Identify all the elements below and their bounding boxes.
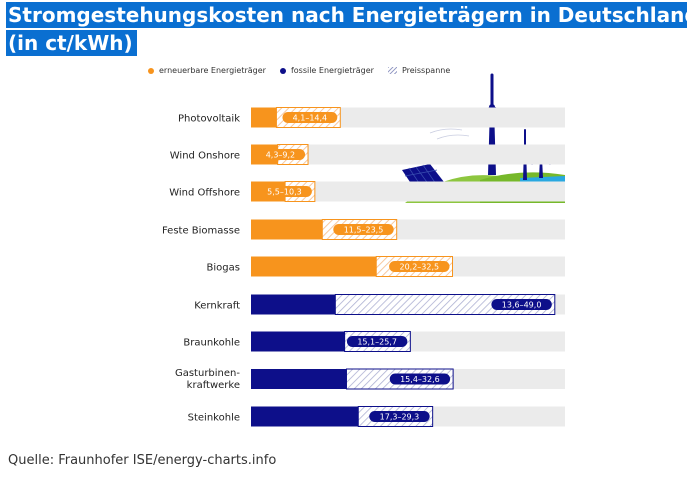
min-bar-gasturbinen-kraftwerke bbox=[251, 369, 347, 389]
min-bar-steinkohle bbox=[251, 406, 359, 427]
category-label-wind-offshore: Wind Offshore bbox=[169, 188, 240, 199]
range-label-steinkohle: 17,3–29,3 bbox=[380, 413, 420, 422]
legend-fossil: fossile Energieträger bbox=[279, 66, 374, 75]
min-bar-kernkraft bbox=[251, 294, 336, 315]
range-pill-braunkohle bbox=[346, 336, 408, 347]
legend-renewable: erneuerbare Energieträger bbox=[148, 66, 266, 75]
min-bar-braunkohle bbox=[251, 331, 345, 352]
min-bar-photovoltaik bbox=[251, 107, 277, 128]
range-label-wind-offshore: 5,5–10,3 bbox=[267, 188, 302, 197]
legend-fossil-swatch bbox=[279, 67, 286, 74]
range-label-gasturbinen-kraftwerke: 15,4–32,6 bbox=[400, 375, 440, 384]
min-bar-biogas bbox=[251, 256, 377, 277]
range-pill-biogas bbox=[389, 261, 450, 272]
range-pill-gasturbinen-kraftwerke bbox=[389, 373, 451, 385]
min-bar-feste-biomasse bbox=[251, 219, 323, 240]
category-label-braunkohle: Braunkohle bbox=[183, 338, 240, 349]
legend: erneuerbare Energieträger fossile Energi… bbox=[148, 66, 450, 75]
chart-title: Stromgestehungskosten nach Energieträger… bbox=[6, 2, 687, 58]
category-label-gasturbinen-kraftwerke: Gasturbinen-kraftwerke bbox=[175, 368, 240, 391]
bar-track-wind-onshore bbox=[251, 144, 565, 165]
range-label-braunkohle: 15,1–25,7 bbox=[357, 338, 397, 347]
legend-range: Preisspanne bbox=[387, 66, 451, 75]
source-note: Quelle: Fraunhofer ISE/energy-charts.inf… bbox=[8, 453, 277, 468]
bar-track-wind-offshore bbox=[251, 181, 565, 202]
legend-renewable-label: erneuerbare Energieträger bbox=[159, 66, 266, 75]
range-pill-wind-onshore bbox=[255, 149, 306, 160]
category-label-wind-onshore: Wind Onshore bbox=[170, 151, 240, 162]
range-label-photovoltaik: 4,1–14,4 bbox=[293, 114, 328, 123]
category-label-feste-biomasse: Feste Biomasse bbox=[162, 226, 240, 237]
category-label-photovoltaik: Photovoltaik bbox=[178, 114, 240, 125]
range-pill-photovoltaik bbox=[282, 112, 338, 123]
legend-range-swatch bbox=[387, 67, 397, 74]
range-pill-feste-biomasse bbox=[333, 224, 394, 235]
category-label-kernkraft: Kernkraft bbox=[194, 301, 240, 312]
range-label-wind-onshore: 4,3–9,2 bbox=[266, 151, 295, 160]
legend-fossil-label: fossile Energieträger bbox=[290, 66, 374, 75]
legend-renewable-swatch bbox=[148, 67, 154, 74]
range-label-biogas: 20,2–32,5 bbox=[399, 263, 439, 272]
title-line-2: (in ct/kWh) bbox=[6, 30, 137, 56]
range-pill-kernkraft bbox=[491, 299, 552, 310]
range-label-kernkraft: 13,6–49,0 bbox=[502, 301, 542, 310]
range-pill-steinkohle bbox=[369, 411, 430, 422]
legend-range-label: Preisspanne bbox=[401, 66, 451, 75]
title-line-1: Stromgestehungskosten nach Energieträger… bbox=[6, 2, 687, 28]
range-label-feste-biomasse: 11,5–23,5 bbox=[344, 226, 384, 235]
range-pill-wind-offshore bbox=[257, 186, 312, 197]
category-label-biogas: Biogas bbox=[207, 263, 240, 274]
category-label-steinkohle: Steinkohle bbox=[188, 413, 240, 424]
